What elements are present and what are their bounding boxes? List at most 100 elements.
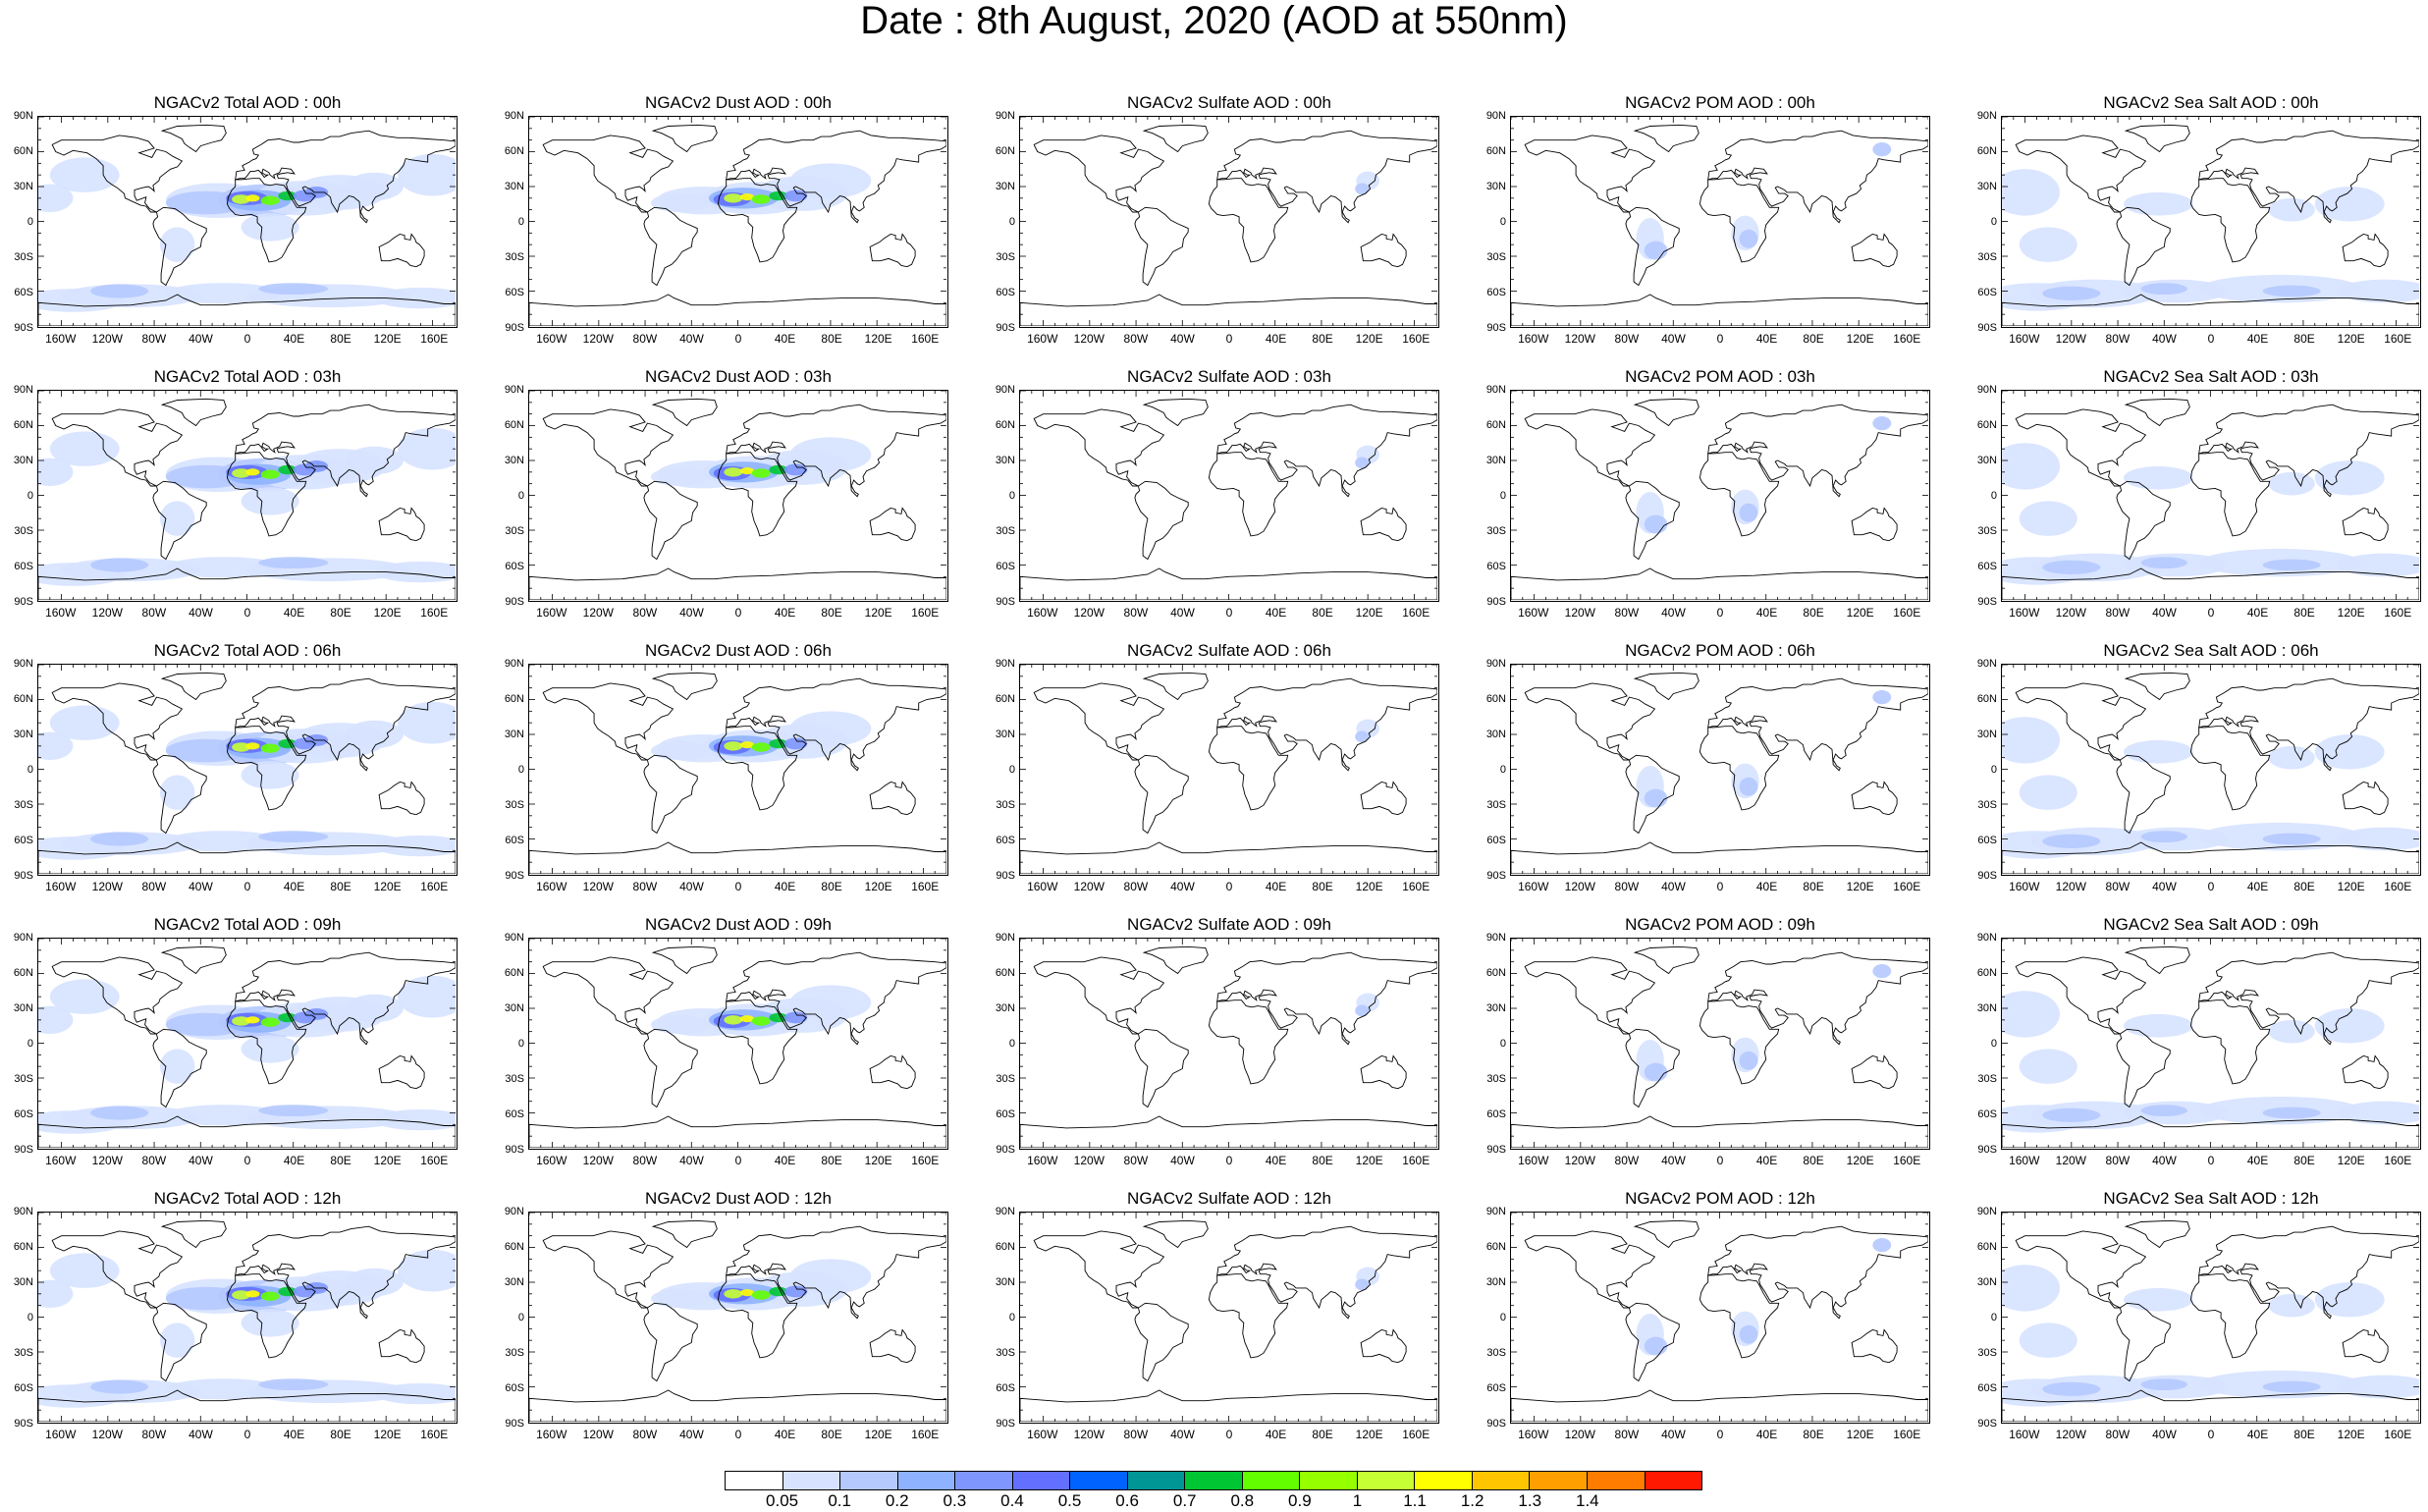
aod-map [529, 117, 946, 326]
coastline [643, 1028, 698, 1108]
latitude-label: 60S [1486, 1108, 1506, 1120]
coastlines [1020, 398, 1437, 600]
longitude-label: 160W [2009, 880, 2040, 893]
colorbar-label: 1.4 [1575, 1491, 1599, 1510]
longitude-label: 0 [243, 880, 251, 893]
longitude-label: 160W [2009, 606, 2040, 620]
map-panel-dust-3: NGACv2 Dust AOD : 09h 90N 60N 30N 0 30S 60S 90S… [491, 914, 982, 1179]
coastline [51, 1230, 184, 1309]
coastline [651, 672, 718, 701]
aod-field-patch [751, 1016, 771, 1026]
panel-title: NGACv2 POM AOD : 06h [1625, 641, 1815, 660]
latitude-labels: 90N 60N 30N 0 30S 60S 90S [982, 658, 1015, 882]
aod-field-patch [232, 194, 251, 204]
longitude-label: 160W [45, 1154, 77, 1167]
coastlines [529, 398, 946, 600]
axis-ticks [38, 391, 456, 600]
aod-field-patch [1644, 788, 1668, 808]
colorbar-box [1300, 1472, 1358, 1489]
aod-field-patch [241, 761, 299, 789]
coastline [38, 567, 456, 600]
latitude-labels: 90N 60N 30N 0 30S 60S 90S [1964, 1206, 1997, 1430]
map-frame [1510, 1212, 1930, 1424]
coastline [1851, 781, 1898, 816]
latitude-label: 90S [14, 1144, 33, 1156]
longitude-labels: 160W 120W 80W 40W 0 40E 80E 120E 160E [1510, 1428, 1930, 1447]
aod-field-patch [374, 1382, 456, 1405]
longitude-label: 80W [1123, 332, 1149, 346]
aod-field [2002, 991, 2419, 1133]
coastline [869, 1054, 916, 1090]
longitude-label: 160W [1027, 332, 1058, 346]
aod-field-patch [1872, 142, 1892, 157]
aod-field-patch [1644, 241, 1668, 260]
aod-field-patch [789, 1259, 872, 1294]
coastlines [529, 672, 946, 874]
longitude-label: 40W [1170, 332, 1195, 346]
aod-field-patch [1644, 1062, 1668, 1082]
panel-title: NGACv2 Dust AOD : 09h [645, 915, 832, 934]
latitude-label: 90N [504, 384, 524, 396]
colorbar-box [1645, 1472, 1702, 1489]
colorbar-label: 0.3 [943, 1491, 967, 1510]
longitude-label: 160W [536, 880, 567, 893]
longitude-label: 0 [1225, 332, 1233, 346]
aod-field [1636, 142, 1892, 260]
latitude-label: 30S [1977, 1073, 1997, 1085]
coastline [2189, 178, 2271, 263]
aod-field-patch [245, 1290, 260, 1298]
aod-field-patch [397, 975, 456, 1018]
axis-ticks [1020, 665, 1437, 874]
aod-field-patch [1872, 416, 1892, 431]
latitude-label: 60N [995, 1241, 1015, 1253]
aod-field-patch [789, 985, 872, 1020]
aod-field-patch [769, 1286, 788, 1297]
longitude-labels: 160W 120W 80W 40W 0 40E 80E 120E 160E [1510, 1154, 1930, 1173]
longitude-label: 0 [734, 606, 742, 620]
longitude-label: 0 [2207, 332, 2215, 346]
axis-ticks [1511, 117, 1928, 326]
axis-ticks [38, 1213, 456, 1422]
map-frame [2001, 1212, 2421, 1424]
axis-ticks [2002, 117, 2419, 326]
coastline [1360, 781, 1407, 816]
map-panel-sulfate-0: NGACv2 Sulfate AOD : 00h 90N 60N 30N 0 30S 60S… [982, 92, 1473, 357]
latitude-label: 0 [1499, 764, 1506, 776]
coastline [226, 999, 307, 1085]
latitude-label: 30N [1485, 729, 1506, 740]
aod-field-patch [650, 467, 709, 487]
longitude-label: 160E [2384, 1154, 2412, 1167]
aod-field-patch [90, 1379, 149, 1394]
latitude-label: 90S [996, 1418, 1015, 1430]
coastline [38, 841, 456, 874]
longitude-label: 0 [1225, 880, 1233, 893]
latitude-label: 60N [1485, 145, 1506, 157]
longitude-label: 0 [734, 1154, 742, 1167]
longitude-label: 80E [330, 1154, 351, 1167]
longitude-label: 40W [2152, 880, 2177, 893]
latitude-label: 60N [13, 145, 33, 157]
coastline [1216, 404, 1437, 498]
colorbar-label: 0.05 [766, 1491, 799, 1510]
longitude-label: 0 [734, 1428, 742, 1441]
map-panel-total-1: NGACv2 Total AOD : 03h 90N 60N 30N 0 30S 60S 90… [0, 366, 491, 631]
aod-field-patch [397, 427, 456, 470]
aod-field-patch [245, 194, 260, 202]
latitude-label: 90S [1486, 1144, 1506, 1156]
longitude-label: 40W [1170, 1428, 1195, 1441]
latitude-label: 90S [1486, 322, 1506, 334]
coastline [1524, 956, 1656, 1035]
longitude-label: 40W [2152, 1428, 2177, 1441]
coastlines [1511, 124, 1928, 326]
longitude-label: 80E [1312, 1428, 1333, 1441]
map-panel-seasalt-1: NGACv2 Sea Salt AOD : 03h 90N 60N 30N 0 30S 60… [1964, 366, 2428, 631]
longitude-label: 80E [1803, 1428, 1824, 1441]
longitude-label: 0 [2207, 1428, 2215, 1441]
panel-title: NGACv2 Sulfate AOD : 03h [1127, 367, 1331, 386]
longitude-label: 160W [1518, 880, 1549, 893]
coastline [2002, 1389, 2419, 1422]
latitude-label: 30S [1977, 1347, 1997, 1359]
longitude-label: 80E [330, 332, 351, 346]
aod-field-patch [739, 741, 755, 749]
coastline [651, 1219, 718, 1249]
